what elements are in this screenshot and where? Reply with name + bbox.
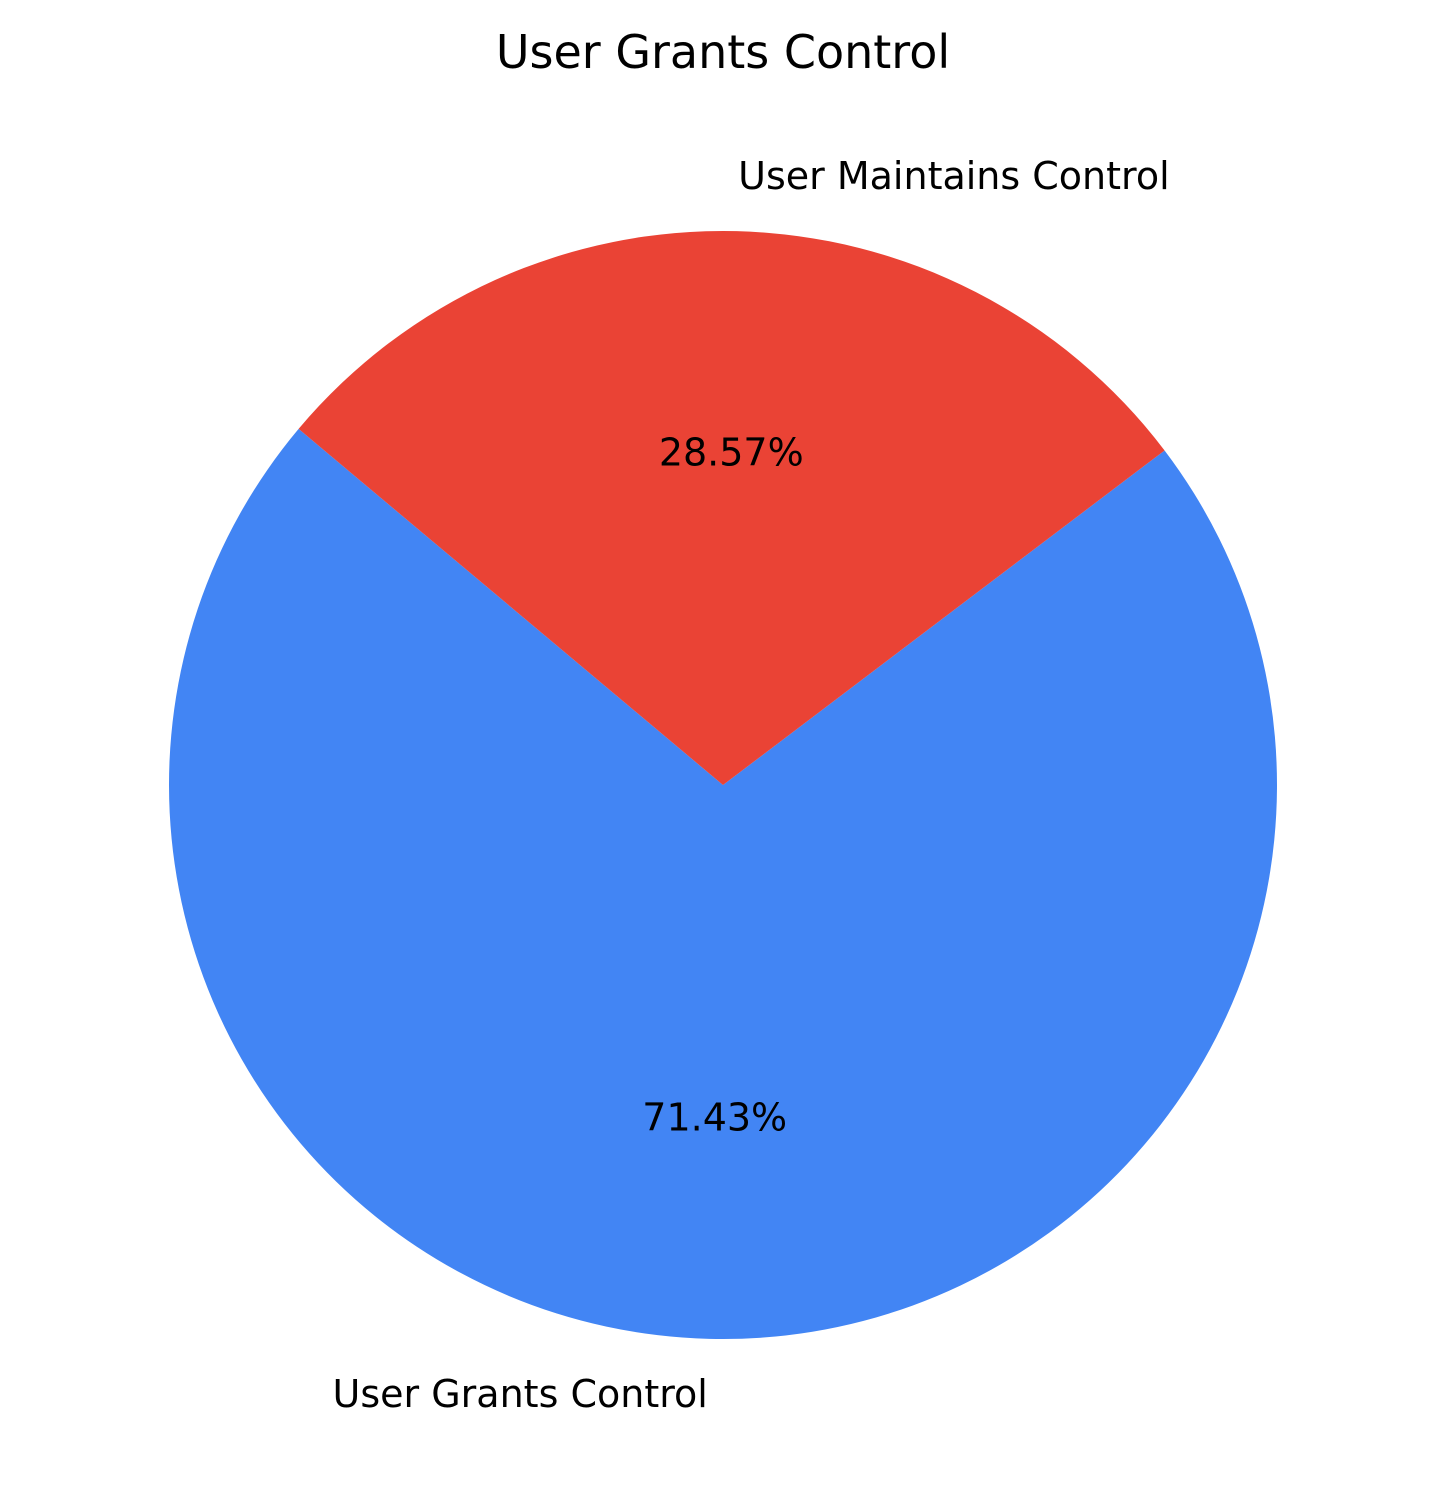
pie-slice [298,231,1165,785]
slice-label: User Grants Control [333,1372,708,1416]
percent-label: 28.57% [659,431,804,475]
slice-label: User Maintains Control [738,154,1169,198]
percent-label: 71.43% [642,1095,787,1139]
pie-slices [169,231,1277,1340]
pie-slice [169,428,1277,1340]
chart-title: User Grants Control [496,25,950,79]
pie-labels: User Grants Control 71.43% User Maintains … [333,154,1170,1416]
